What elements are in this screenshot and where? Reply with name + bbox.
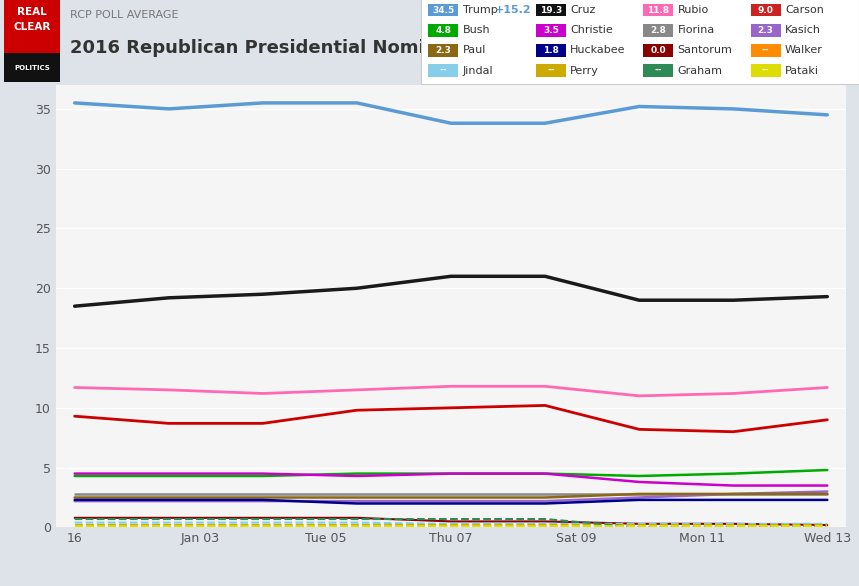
Text: 34.5: 34.5 xyxy=(432,6,454,15)
Text: Huckabee: Huckabee xyxy=(570,46,625,56)
Text: Cruz: Cruz xyxy=(570,5,595,15)
Text: POLITICS: POLITICS xyxy=(15,64,50,71)
Text: Kasich: Kasich xyxy=(785,25,821,35)
Text: Bush: Bush xyxy=(463,25,490,35)
Text: 2016 Republican Presidential Nomination: 2016 Republican Presidential Nomination xyxy=(70,39,490,57)
Text: 2.8: 2.8 xyxy=(650,26,666,35)
Text: 4.8: 4.8 xyxy=(436,26,452,35)
Text: 0.0: 0.0 xyxy=(650,46,666,55)
Text: 19.3: 19.3 xyxy=(539,6,562,15)
Text: 1.8: 1.8 xyxy=(543,46,558,55)
Text: Graham: Graham xyxy=(678,66,722,76)
Text: Paul: Paul xyxy=(463,46,486,56)
Text: Fiorina: Fiorina xyxy=(678,25,715,35)
Text: Walker: Walker xyxy=(785,46,823,56)
Text: 11.8: 11.8 xyxy=(647,6,669,15)
Text: --: -- xyxy=(762,66,770,75)
Text: 2.3: 2.3 xyxy=(436,46,451,55)
Text: Pataki: Pataki xyxy=(785,66,819,76)
Text: --: -- xyxy=(440,66,448,75)
Text: Christie: Christie xyxy=(570,25,613,35)
Text: RCP POLL AVERAGE: RCP POLL AVERAGE xyxy=(70,10,179,20)
Text: Jindal: Jindal xyxy=(463,66,493,76)
Text: Rubio: Rubio xyxy=(678,5,709,15)
Text: Santorum: Santorum xyxy=(678,46,733,56)
Text: +15.2: +15.2 xyxy=(495,5,532,15)
Text: 3.5: 3.5 xyxy=(543,26,558,35)
Text: Perry: Perry xyxy=(570,66,599,76)
Text: Trump: Trump xyxy=(463,5,497,15)
Text: --: -- xyxy=(655,66,662,75)
Text: REAL: REAL xyxy=(17,6,47,17)
Text: CLEAR: CLEAR xyxy=(14,22,51,32)
Text: 9.0: 9.0 xyxy=(758,6,773,15)
Text: --: -- xyxy=(762,46,770,55)
Text: Carson: Carson xyxy=(785,5,824,15)
Text: --: -- xyxy=(547,66,555,75)
Text: 2.3: 2.3 xyxy=(758,26,773,35)
